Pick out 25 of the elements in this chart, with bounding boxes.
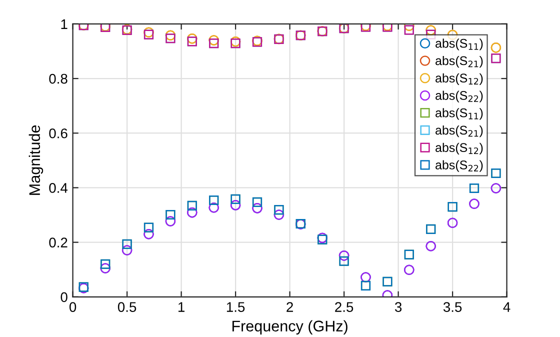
y-tick-label: 1 (61, 19, 68, 29)
x-tick-label: 4 (503, 302, 510, 312)
y-tick-label: 0.2 (49, 238, 68, 248)
legend-label: abs(S$_{21}$) (436, 56, 483, 68)
x-axis-title: Frequency (GHz) (232, 320, 348, 334)
y-tick-label: 0 (60, 292, 68, 302)
x-tick-label: 3 (394, 302, 402, 312)
legend-label: abs(S$_{22}$) (436, 160, 483, 172)
x-tick-label: 3.5 (443, 302, 462, 312)
legend-label: abs(S$_{12}$) (436, 142, 483, 154)
y-tick-label: 0.6 (49, 128, 68, 138)
legend-label: abs(S$_{11}$) (436, 38, 483, 50)
y-axis-title: Magnitude (28, 125, 44, 195)
x-tick-label: 2 (286, 302, 293, 312)
y-tick-label: 0.8 (49, 74, 68, 84)
x-tick-label: 0.5 (118, 302, 136, 312)
x-tick-label: 1 (178, 302, 184, 312)
legend-label: abs(S$_{11}$) (436, 108, 483, 120)
legend-label: abs(S$_{21}$) (436, 125, 483, 138)
legend-label: abs(S$_{12}$) (436, 73, 483, 85)
x-tick-label: 0 (69, 302, 76, 312)
y-tick-label: 0.4 (49, 183, 68, 193)
legend-label: abs(S$_{22}$) (436, 90, 483, 102)
x-tick-label: 1.5 (226, 302, 245, 312)
x-tick-label: 2.5 (335, 302, 354, 312)
